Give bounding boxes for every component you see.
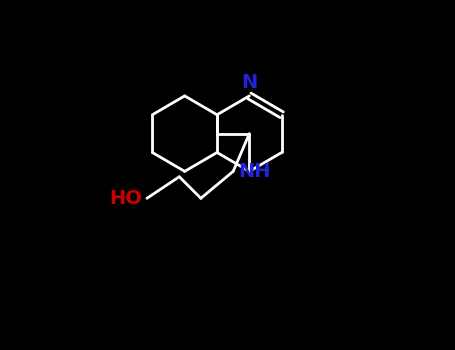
Text: HO: HO: [109, 189, 142, 208]
Text: N: N: [241, 73, 258, 92]
Text: NH: NH: [238, 162, 271, 181]
